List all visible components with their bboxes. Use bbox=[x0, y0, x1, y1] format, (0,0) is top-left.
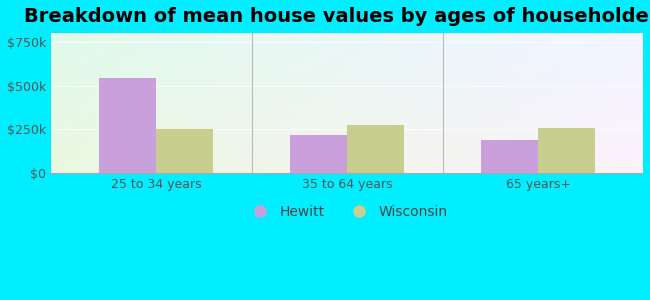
Legend: Hewitt, Wisconsin: Hewitt, Wisconsin bbox=[240, 200, 454, 225]
Bar bbox=[347, 125, 404, 173]
Bar bbox=[99, 78, 156, 173]
Bar bbox=[481, 140, 538, 173]
Bar bbox=[156, 129, 213, 173]
Bar bbox=[290, 135, 347, 173]
Bar bbox=[538, 128, 595, 173]
Title: Breakdown of mean house values by ages of householders: Breakdown of mean house values by ages o… bbox=[24, 7, 650, 26]
